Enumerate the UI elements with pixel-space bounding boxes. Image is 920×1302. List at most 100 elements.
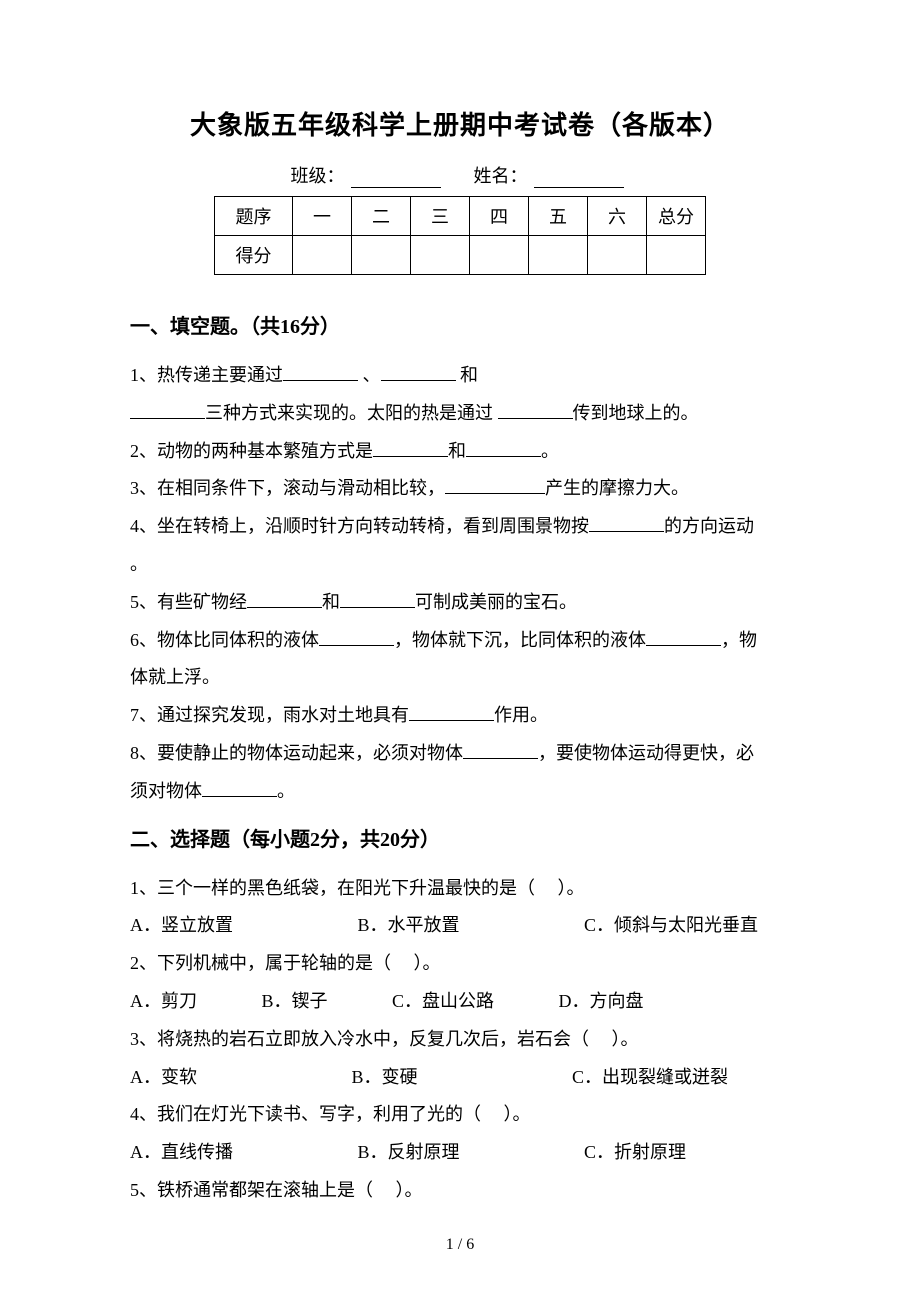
score-cell[interactable] [588, 236, 647, 275]
option-a[interactable]: A．变软 [130, 1059, 197, 1097]
table-cell: 总分 [647, 197, 706, 236]
option-b[interactable]: B．水平放置 [358, 907, 460, 945]
score-cell[interactable] [352, 236, 411, 275]
table-cell: 三 [411, 197, 470, 236]
text: 。 [277, 781, 295, 801]
section-2-heading: 二、选择题（每小题2分，共20分） [130, 823, 790, 852]
question-1-1-cont: 三种方式来实现的。太阳的热是通过 传到地球上的。 [130, 395, 790, 433]
section-1-heading: 一、填空题。（共16分） [130, 310, 790, 339]
fill-blank[interactable] [646, 630, 721, 646]
text: ，物体就下沉，比同体积的液体 [394, 630, 646, 650]
student-info-row: 班级： 姓名： [130, 162, 790, 188]
option-b[interactable]: B．变硬 [352, 1059, 418, 1097]
fill-blank[interactable] [381, 365, 456, 381]
option-c[interactable]: C．倾斜与太阳光垂直 [584, 907, 758, 945]
text: 和 [322, 592, 340, 612]
text: 。 [130, 554, 148, 574]
score-cell[interactable] [647, 236, 706, 275]
table-cell: 题序 [215, 197, 293, 236]
fill-blank[interactable] [466, 441, 541, 457]
score-cell[interactable] [529, 236, 588, 275]
question-1-6-cont: 体就上浮。 [130, 659, 790, 697]
text: 4、坐在转椅上，沿顺时针方向转动转椅，看到周围景物按 [130, 516, 589, 536]
option-a[interactable]: A．竖立放置 [130, 907, 233, 945]
options-2-1: A．竖立放置 B．水平放置 C．倾斜与太阳光垂直 [130, 907, 790, 945]
table-row: 得分 [215, 236, 706, 275]
option-b[interactable]: B．锲子 [262, 983, 328, 1021]
text: 5、有些矿物经 [130, 592, 247, 612]
text: 、 [358, 365, 381, 385]
table-row: 题序 一 二 三 四 五 六 总分 [215, 197, 706, 236]
fill-blank[interactable] [589, 516, 664, 532]
text: 的方向运动 [664, 516, 754, 536]
fill-blank[interactable] [373, 441, 448, 457]
fill-blank[interactable] [319, 630, 394, 646]
text: 6、物体比同体积的液体 [130, 630, 319, 650]
text: 作用。 [494, 705, 548, 725]
question-1-7: 7、通过探究发现，雨水对土地具有 作用。 [130, 697, 790, 735]
option-a[interactable]: A．直线传播 [130, 1134, 233, 1172]
question-1-4: 4、坐在转椅上，沿顺时针方向转动转椅，看到周围景物按 的方向运动 [130, 508, 790, 546]
question-1-4-cont: 。 [130, 546, 790, 584]
option-c[interactable]: C．折射原理 [584, 1134, 686, 1172]
fill-blank[interactable] [463, 743, 538, 759]
option-d[interactable]: D．方向盘 [559, 983, 644, 1021]
text: 和 [448, 441, 466, 461]
text: 三种方式来实现的。太阳的热是通过 [205, 403, 498, 423]
text: 。 [541, 441, 559, 461]
name-label: 姓名： [474, 166, 528, 186]
score-cell[interactable] [470, 236, 529, 275]
fill-blank[interactable] [409, 705, 494, 721]
question-2-5: 5、铁桥通常都架在滚轴上是（ ）。 [130, 1172, 790, 1210]
table-cell: 五 [529, 197, 588, 236]
table-cell: 六 [588, 197, 647, 236]
fill-blank[interactable] [202, 781, 277, 797]
text: 体就上浮。 [130, 667, 220, 687]
table-cell: 一 [293, 197, 352, 236]
score-cell[interactable] [293, 236, 352, 275]
text: 产生的摩擦力大。 [545, 478, 689, 498]
fill-blank[interactable] [445, 478, 545, 494]
table-cell: 四 [470, 197, 529, 236]
text: 可制成美丽的宝石。 [415, 592, 577, 612]
question-2-4: 4、我们在灯光下读书、写字，利用了光的（ ）。 [130, 1096, 790, 1134]
question-2-3: 3、将烧热的岩石立即放入冷水中，反复几次后，岩石会（ ）。 [130, 1021, 790, 1059]
option-a[interactable]: A．剪刀 [130, 983, 197, 1021]
table-cell: 得分 [215, 236, 293, 275]
text: ，物 [721, 630, 757, 650]
exam-title: 大象版五年级科学上册期中考试卷（各版本） [130, 105, 790, 142]
fill-blank[interactable] [340, 592, 415, 608]
text: 7、通过探究发现，雨水对土地具有 [130, 705, 409, 725]
option-c[interactable]: C．出现裂缝或迸裂 [572, 1059, 728, 1097]
text: 3、在相同条件下，滚动与滑动相比较， [130, 478, 445, 498]
option-b[interactable]: B．反射原理 [358, 1134, 460, 1172]
text: 须对物体 [130, 781, 202, 801]
question-1-5: 5、有些矿物经 和 可制成美丽的宝石。 [130, 584, 790, 622]
question-1-8-cont: 须对物体 。 [130, 773, 790, 811]
options-2-4: A．直线传播 B．反射原理 C．折射原理 [130, 1134, 790, 1172]
text: 和 [456, 365, 479, 385]
score-cell[interactable] [411, 236, 470, 275]
option-c[interactable]: C．盘山公路 [392, 983, 494, 1021]
text: ，要使物体运动得更快，必 [538, 743, 754, 763]
class-blank[interactable] [351, 170, 441, 188]
score-table: 题序 一 二 三 四 五 六 总分 得分 [214, 196, 706, 275]
text: 2、动物的两种基本繁殖方式是 [130, 441, 373, 461]
text: 8、要使静止的物体运动起来，必须对物体 [130, 743, 463, 763]
page-footer: 1 / 6 [0, 1236, 920, 1254]
name-blank[interactable] [534, 170, 624, 188]
question-1-2: 2、动物的两种基本繁殖方式是 和 。 [130, 433, 790, 471]
question-1-3: 3、在相同条件下，滚动与滑动相比较， 产生的摩擦力大。 [130, 470, 790, 508]
question-1-8: 8、要使静止的物体运动起来，必须对物体 ，要使物体运动得更快，必 [130, 735, 790, 773]
text: 传到地球上的。 [573, 403, 699, 423]
fill-blank[interactable] [247, 592, 322, 608]
fill-blank[interactable] [498, 403, 573, 419]
options-2-2: A．剪刀 B．锲子 C．盘山公路 D．方向盘 [130, 983, 790, 1021]
fill-blank[interactable] [130, 403, 205, 419]
question-2-2: 2、下列机械中，属于轮轴的是（ ）。 [130, 945, 790, 983]
question-2-1: 1、三个一样的黑色纸袋，在阳光下升温最快的是（ ）。 [130, 870, 790, 908]
fill-blank[interactable] [283, 365, 358, 381]
question-1-6: 6、物体比同体积的液体 ，物体就下沉，比同体积的液体 ，物 [130, 622, 790, 660]
class-label: 班级： [291, 166, 345, 186]
table-cell: 二 [352, 197, 411, 236]
